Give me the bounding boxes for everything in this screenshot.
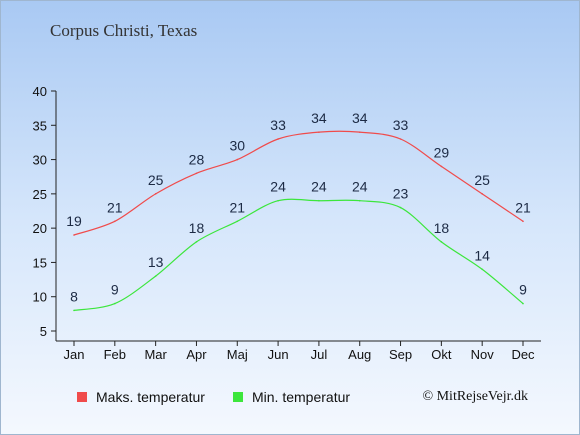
x-tick-label: Nov <box>471 347 495 362</box>
data-point-max <box>277 138 279 140</box>
data-point-min <box>358 199 361 202</box>
x-tick-label: Maj <box>227 347 248 362</box>
legend-label-max: Maks. temperatur <box>96 389 205 405</box>
chart-title: Corpus Christi, Texas <box>50 21 198 40</box>
data-label-max: 25 <box>474 172 490 188</box>
x-tick-label: Mar <box>144 347 167 362</box>
y-tick-label: 5 <box>40 324 47 339</box>
data-point-max <box>399 138 402 140</box>
x-tick-label: Apr <box>186 347 207 362</box>
data-label-min: 9 <box>111 282 119 298</box>
x-tick-label: Jul <box>311 347 328 362</box>
y-tick-label: 40 <box>33 84 47 99</box>
legend-swatch-min <box>233 392 243 402</box>
series-line-min <box>73 198 524 312</box>
data-point-min <box>277 199 279 202</box>
data-label-max: 33 <box>270 117 286 133</box>
data-point-max <box>440 165 443 168</box>
data-point-max <box>236 158 239 161</box>
data-label-max: 29 <box>434 144 450 160</box>
data-point-max <box>522 220 524 223</box>
data-point-min <box>236 220 239 223</box>
y-tick-label: 35 <box>33 118 47 133</box>
copyright-text: © MitRejseVejr.dk <box>422 389 528 404</box>
data-point-max <box>114 220 116 223</box>
data-label-min: 21 <box>229 199 245 215</box>
data-point-min <box>522 302 524 305</box>
data-point-min <box>73 309 75 312</box>
data-point-min <box>481 268 483 271</box>
data-label-max: 33 <box>393 117 409 133</box>
data-point-max <box>481 193 483 195</box>
data-point-max <box>195 172 198 175</box>
data-label-min: 18 <box>189 220 205 236</box>
data-point-min <box>399 206 402 209</box>
data-label-min: 23 <box>393 186 409 202</box>
x-tick-label: Sep <box>389 347 412 362</box>
series-line-max <box>73 130 524 236</box>
legend-item-min: Min. temperatur <box>233 389 350 405</box>
data-label-min: 24 <box>270 179 286 195</box>
legend-label-min: Min. temperatur <box>252 389 351 405</box>
data-label-max: 21 <box>515 199 531 215</box>
data-label-max: 34 <box>311 110 327 126</box>
legend-item-max: Maks. temperatur <box>77 389 205 405</box>
y-tick-label: 15 <box>33 255 47 270</box>
x-tick-label: Jun <box>268 347 289 362</box>
y-tick-label: 30 <box>33 153 47 168</box>
x-tick-label: Aug <box>348 347 371 362</box>
data-point-max <box>73 234 75 236</box>
x-tick-label: Okt <box>431 347 452 362</box>
data-point-min <box>318 199 320 202</box>
y-tick-label: 20 <box>33 221 47 236</box>
legend-swatch-max <box>77 392 87 402</box>
data-point-max <box>318 131 320 133</box>
data-label-max: 28 <box>189 151 205 167</box>
data-label-min: 13 <box>148 254 164 270</box>
data-point-min <box>154 275 157 277</box>
data-label-min: 18 <box>434 220 450 236</box>
y-tick-label: 25 <box>33 187 47 202</box>
x-tick-label: Feb <box>104 347 126 362</box>
data-label-max: 25 <box>148 172 164 188</box>
y-tick-label: 10 <box>33 290 47 305</box>
data-label-min: 8 <box>70 288 78 304</box>
data-label-min: 24 <box>311 179 327 195</box>
data-label-max: 30 <box>229 138 245 154</box>
data-label-min: 9 <box>519 282 527 298</box>
x-tick-label: Dec <box>511 347 535 362</box>
data-point-max <box>358 131 361 133</box>
data-label-max: 34 <box>352 110 368 126</box>
data-point-min <box>114 302 116 305</box>
x-tick-label: Jan <box>64 347 85 362</box>
data-label-min: 14 <box>474 247 490 263</box>
data-point-min <box>440 241 443 243</box>
data-label-max: 19 <box>66 213 82 229</box>
data-label-min: 24 <box>352 179 368 195</box>
data-label-max: 21 <box>107 199 123 215</box>
data-point-min <box>195 241 198 243</box>
data-point-max <box>154 193 157 195</box>
